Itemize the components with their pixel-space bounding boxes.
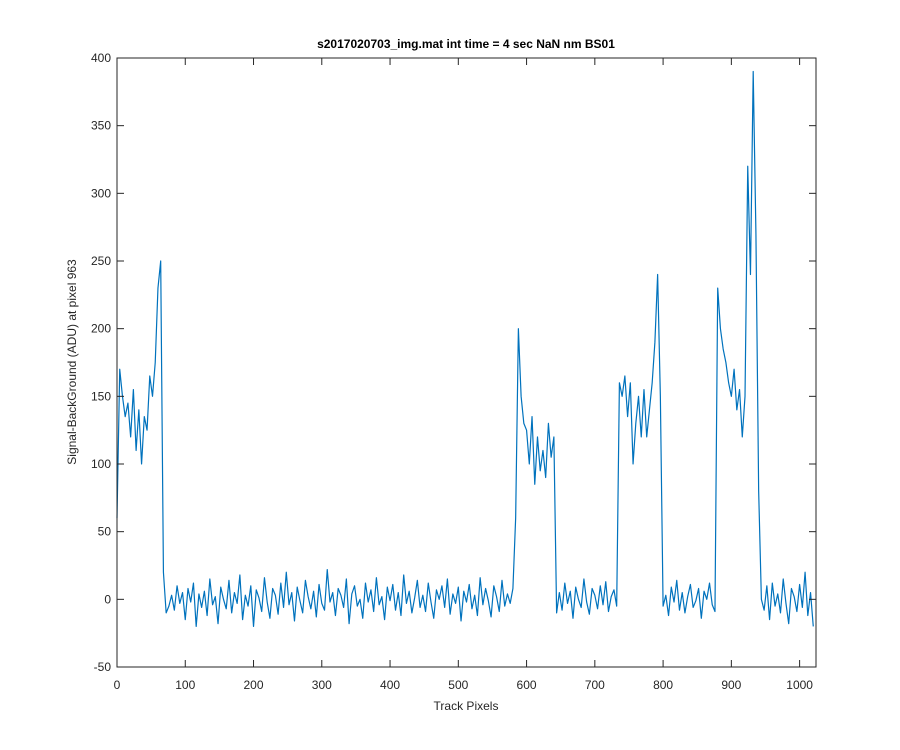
data-line (116, 70, 814, 627)
x-tick-label: 700 (585, 678, 605, 692)
x-tick-label: 600 (517, 678, 537, 692)
x-tick-label: 1000 (786, 678, 813, 692)
y-tick-label: 150 (91, 389, 111, 403)
y-tick-label: 350 (91, 119, 111, 133)
y-tick-label: 0 (104, 592, 111, 606)
x-tick-label: 400 (380, 678, 400, 692)
x-tick-label: 200 (244, 678, 264, 692)
y-tick-label: 250 (91, 254, 111, 268)
y-tick-label: 200 (91, 322, 111, 336)
x-axis-label: Track Pixels (434, 699, 499, 713)
y-tick-label: 400 (91, 51, 111, 65)
x-tick-label: 300 (312, 678, 332, 692)
x-tick-label: 900 (721, 678, 741, 692)
chart-title: s2017020703_img.mat int time = 4 sec NaN… (317, 37, 615, 51)
x-tick-label: 500 (448, 678, 468, 692)
y-tick-label: 100 (91, 457, 111, 471)
plot-frame (116, 57, 817, 668)
y-tick-label: 50 (98, 525, 112, 539)
x-tick-label: 0 (114, 678, 121, 692)
y-tick-label: -50 (94, 660, 112, 674)
x-tick-label: 800 (653, 678, 673, 692)
x-tick-label: 100 (175, 678, 195, 692)
y-axis-label: Signal-BackGround (ADU) at pixel 963 (65, 259, 79, 465)
y-tick-label: 300 (91, 186, 111, 200)
